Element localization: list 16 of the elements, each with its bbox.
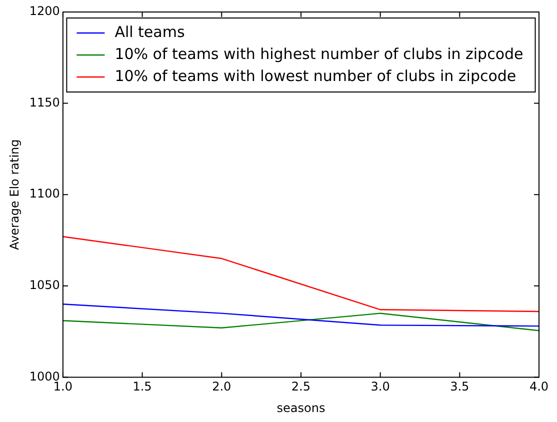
y-tick-label: 1150	[29, 95, 60, 110]
legend-label: 10% of teams with highest number of clubs in zipcode	[114, 44, 524, 63]
y-tick-label: 1200	[29, 4, 60, 18]
x-axis-title: seasons	[276, 400, 326, 415]
x-tick-label: 1.0	[53, 380, 72, 394]
y-tick-label: 1100	[29, 186, 60, 201]
y-tick-label: 1050	[29, 278, 60, 292]
x-tick-label: 2.0	[212, 380, 232, 394]
legend-label: 10% of teams with lowest number of clubs in zipcode	[114, 66, 516, 85]
y-axis-title: Average Elo rating	[7, 139, 22, 250]
x-tick-label: 4.0	[529, 380, 549, 394]
x-tick-label: 3.0	[370, 380, 390, 394]
legend-label: All teams	[114, 22, 185, 41]
x-tick-label: 2.5	[291, 380, 311, 394]
x-tick-label: 3.5	[450, 380, 470, 394]
x-tick-label: 1.5	[132, 380, 152, 394]
